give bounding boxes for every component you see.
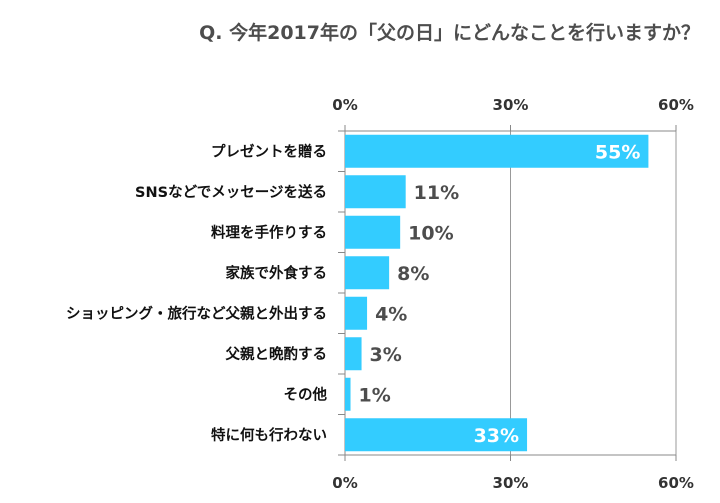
x-tick-label-top: 30% <box>493 96 529 114</box>
data-label: 8% <box>397 263 429 285</box>
data-label: 4% <box>375 303 407 325</box>
data-label: 11% <box>414 182 459 204</box>
data-label: 3% <box>370 344 402 366</box>
x-tick-label-top: 60% <box>658 96 694 114</box>
chart-title: Q. 今年2017年の「父の日」にどんなことを行いますか？ <box>199 22 700 44</box>
x-tick-label-bottom: 60% <box>658 474 694 492</box>
bar <box>345 377 351 411</box>
data-label: 55% <box>595 141 640 163</box>
category-label: 父親と晩酌する <box>225 345 328 363</box>
bar <box>345 418 528 452</box>
bar <box>345 215 401 249</box>
bar <box>345 134 649 168</box>
category-label: 料理を手作りする <box>211 223 327 241</box>
category-label: 特に何も行わない <box>211 426 327 444</box>
category-label: ショッピング・旅行など父親と外出する <box>66 304 327 322</box>
bar <box>345 296 368 330</box>
x-tick-label-bottom: 0% <box>332 474 357 492</box>
data-label: 1% <box>359 384 391 406</box>
x-tick-label-bottom: 30% <box>493 474 529 492</box>
bar <box>345 256 390 290</box>
data-label: 10% <box>408 222 453 244</box>
category-label: その他 <box>284 385 328 403</box>
category-label: プレゼントを贈る <box>211 142 327 160</box>
x-tick-label-top: 0% <box>332 96 357 114</box>
category-label: SNSなどでメッセージを送る <box>135 183 327 201</box>
bar <box>345 175 406 209</box>
bar <box>345 337 362 371</box>
category-label: 家族で外食する <box>226 264 328 282</box>
data-label: 33% <box>474 425 519 447</box>
